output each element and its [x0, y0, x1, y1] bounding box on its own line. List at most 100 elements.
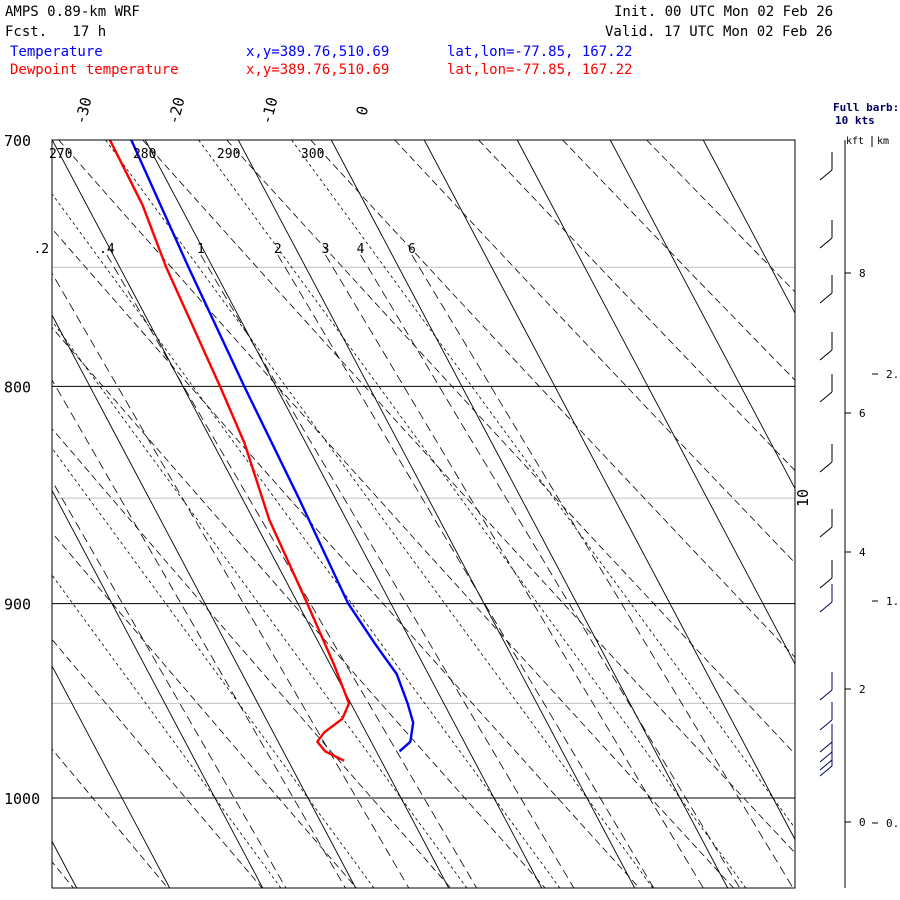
- isotherm-line: [52, 664, 171, 888]
- kft-tick-label: 6: [859, 407, 866, 420]
- isotherm-line: [144, 140, 543, 888]
- isotherm-line: [52, 314, 357, 888]
- wind-barb: [819, 742, 833, 771]
- wind-barb-flag: [819, 689, 833, 701]
- wind-barb: [819, 584, 833, 613]
- kft-tick-label: 4: [859, 546, 866, 559]
- dry-adiabat-line: [58, 140, 734, 888]
- isotherm-line: [702, 140, 795, 315]
- mixing-ratio-line: [277, 254, 655, 888]
- moist-adiabat-line: [291, 140, 795, 829]
- km-tick-label: 1.: [886, 595, 899, 608]
- wind-barb: [819, 672, 833, 701]
- dry-adiabat-line: [310, 140, 795, 658]
- mixing-ratio-label: 4: [357, 242, 365, 257]
- isotherm-line: [237, 140, 636, 888]
- wind-barb-flag: [819, 237, 833, 249]
- kft-tick-label: 0: [859, 816, 866, 829]
- isotherm-line: [516, 140, 795, 665]
- wind-barb-flag: [819, 577, 833, 589]
- wind-barb-flag: [819, 169, 833, 181]
- mixing-ratio-label: 1: [197, 242, 205, 257]
- dry-adiabat-line: [646, 140, 795, 293]
- wind-barb-flag: [819, 526, 833, 538]
- km-tick-label: 2.: [886, 368, 899, 381]
- wind-barb: [819, 702, 833, 731]
- mixing-ratio-line: [411, 254, 794, 888]
- wind-barb-flag: [819, 765, 833, 777]
- isotherm-line: [52, 489, 264, 888]
- wind-barb: [819, 734, 833, 763]
- wind-barb: [819, 560, 833, 589]
- mixing-ratio-line: [52, 479, 287, 888]
- temperature-tick-label: -20: [164, 95, 188, 126]
- dry-adiabat-line: [478, 140, 795, 472]
- isotherm-line: [52, 140, 450, 888]
- wind-barb-flag: [819, 601, 833, 613]
- theta-label: 290: [217, 147, 240, 162]
- moist-adiabat-line: [52, 193, 561, 888]
- temperature-tick-label: -10: [257, 95, 281, 126]
- pressure-tick-label: 700: [4, 132, 31, 150]
- legend-dewpoint: Dewpoint temperature: [10, 62, 179, 78]
- legend-temperature: Temperature: [10, 44, 103, 60]
- mixing-ratio-line: [325, 254, 704, 888]
- wind-barb-flag: [819, 719, 833, 731]
- mixing-ratio-line: [106, 254, 477, 888]
- plot-frame: [51, 139, 796, 889]
- wind-barb-flag: [819, 349, 833, 361]
- moist-adiabat-line: [198, 140, 747, 888]
- pressure-tick-label: 1000: [4, 790, 40, 808]
- wind-barb: [819, 152, 833, 181]
- temperature-tick-label: 0: [353, 104, 373, 117]
- wind-barb-flag: [819, 292, 833, 304]
- isotherm-line: [423, 140, 795, 841]
- dew-xy: x,y=389.76,510.69: [246, 62, 390, 78]
- isotherm-line: [609, 140, 795, 490]
- side-label: 10: [794, 489, 812, 507]
- theta-label: 270: [49, 147, 72, 162]
- theta-label: 280: [133, 147, 156, 162]
- wind-barb: [819, 748, 833, 777]
- barb-units: 10 kts: [835, 114, 875, 127]
- wind-barb: [819, 220, 833, 249]
- km-tick-label: 0.: [886, 817, 899, 830]
- wind-barb-flag: [819, 751, 833, 763]
- dry-adiabat-line: [142, 140, 795, 854]
- temperature-tick-label: -40: [0, 95, 3, 126]
- mixing-ratio-line: [360, 254, 741, 888]
- dew-latlon: lat,lon=-77.85, 167.22: [447, 62, 633, 78]
- mixing-ratio-label: .2: [33, 242, 49, 257]
- wind-barb-flag: [819, 461, 833, 473]
- wind-barb: [819, 444, 833, 473]
- kft-tick-label: 8: [859, 267, 866, 280]
- mixing-ratio-line: [200, 254, 575, 888]
- theta-label: 300: [301, 147, 324, 162]
- mixing-ratio-label: 6: [408, 242, 416, 257]
- pressure-tick-label: 800: [4, 378, 31, 396]
- dry-adiabat-line: [52, 228, 640, 888]
- dry-adiabat-line: [52, 748, 169, 888]
- temperature-tick-label: -30: [71, 95, 95, 126]
- km-label: km: [877, 136, 889, 147]
- dry-adiabat-line: [226, 140, 795, 755]
- wind-barb-flag: [819, 759, 833, 771]
- wind-barb: [819, 374, 833, 403]
- mixing-ratio-line: [52, 379, 346, 888]
- kft-tick-label: 2: [859, 683, 866, 696]
- wind-barb: [819, 275, 833, 304]
- forecast-hour: Fcst. 17 h: [5, 24, 107, 40]
- moist-adiabat-line: [52, 447, 375, 888]
- dewpoint-curve: [108, 140, 351, 762]
- mixing-ratio-line: [52, 272, 410, 888]
- pressure-tick-label: 900: [4, 596, 31, 614]
- dry-adiabat-line: [52, 326, 546, 888]
- wind-barb-flag: [819, 741, 833, 753]
- wind-barb-flag: [819, 391, 833, 403]
- isotherm-line: [330, 140, 729, 888]
- barb-title: Full barb:: [833, 101, 899, 114]
- dry-adiabat-line: [394, 140, 795, 564]
- wind-barb: [819, 332, 833, 361]
- moist-adiabat-line: [52, 320, 468, 888]
